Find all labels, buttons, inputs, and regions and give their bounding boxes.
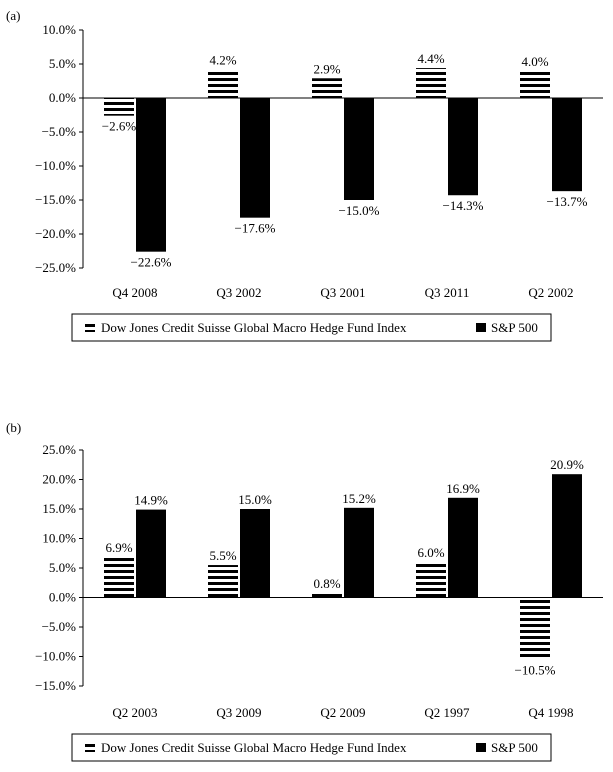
category-label: Q3 2001 xyxy=(320,285,365,300)
data-label: 16.9% xyxy=(446,481,480,496)
y-tick-label: 10.0% xyxy=(42,531,76,546)
bar-series-2 xyxy=(344,507,374,598)
y-tick-label: −15.0% xyxy=(35,678,76,693)
y-tick-label: −15.0% xyxy=(35,192,76,207)
data-label: 4.2% xyxy=(209,52,236,67)
y-tick-label: 15.0% xyxy=(42,501,76,516)
bar-series-1 xyxy=(104,98,134,116)
data-label: −13.7% xyxy=(547,194,588,209)
data-label: −2.6% xyxy=(102,119,137,134)
bar-series-1 xyxy=(104,556,134,598)
data-label: 5.5% xyxy=(209,548,236,563)
y-tick-label: 10.0% xyxy=(42,22,76,37)
y-tick-label: 5.0% xyxy=(49,560,76,575)
bar-series-1 xyxy=(312,78,342,98)
category-label: Q2 2002 xyxy=(528,285,573,300)
category-label: Q2 2009 xyxy=(320,705,365,720)
data-label: 20.9% xyxy=(550,457,584,472)
bar-series-2 xyxy=(136,509,166,598)
y-tick-label: 0.0% xyxy=(49,590,76,605)
y-tick-label: −5.0% xyxy=(42,124,77,139)
data-label: −17.6% xyxy=(235,221,276,236)
panel-a-chart: (a) 10.0% 5.0% 0.0% −5.0% −10.0% −15.0% −20.0% −… xyxy=(6,8,603,342)
bar-series-2 xyxy=(448,98,478,196)
bar-series-1 xyxy=(312,592,342,598)
category-label: Q2 2003 xyxy=(112,705,157,720)
bar-series-2 xyxy=(240,509,270,598)
data-label: 15.2% xyxy=(342,491,376,506)
data-label: −14.3% xyxy=(443,198,484,213)
y-tick-label: 20.0% xyxy=(42,472,76,487)
data-label: 0.8% xyxy=(313,576,340,591)
data-label: −15.0% xyxy=(339,203,380,218)
y-tick-label: 25.0% xyxy=(42,442,76,457)
y-tick-label: −20.0% xyxy=(35,226,76,241)
legend-box xyxy=(71,313,552,342)
y-tick-label: −10.0% xyxy=(35,649,76,664)
panel-label: (b) xyxy=(6,420,21,435)
data-label: −22.6% xyxy=(131,255,172,270)
y-tick-label: −25.0% xyxy=(35,260,76,275)
legend-box xyxy=(71,733,552,762)
legend-label-series-2: S&P 500 xyxy=(491,320,538,335)
legend-swatch-series-2 xyxy=(476,323,486,332)
y-tick-label: 5.0% xyxy=(49,56,76,71)
data-label: 15.0% xyxy=(238,492,272,507)
bar-series-1 xyxy=(520,70,550,98)
data-label: 14.9% xyxy=(134,493,168,508)
bar-series-2 xyxy=(448,497,478,598)
data-label: 2.9% xyxy=(313,61,340,76)
bar-series-2 xyxy=(552,98,582,192)
y-tick-label: −10.0% xyxy=(35,158,76,173)
legend-swatch-series-1 xyxy=(85,743,95,752)
data-label: 6.0% xyxy=(417,545,444,560)
legend-label-series-1: Dow Jones Credit Suisse Global Macro Hed… xyxy=(101,320,407,335)
category-label: Q2 1997 xyxy=(424,705,470,720)
data-label: 4.0% xyxy=(521,54,548,69)
panel-b-chart: (b) 25.0% 20.0% 15.0% 10.0% 5.0% 0.0% −5.0% −10.… xyxy=(6,420,603,762)
bar-series-2 xyxy=(552,474,582,598)
bar-series-1 xyxy=(416,562,446,598)
legend-swatch-series-1 xyxy=(85,323,95,332)
legend-swatch-series-2 xyxy=(476,743,486,752)
bar-series-1 xyxy=(208,565,238,598)
bar-series-2 xyxy=(344,98,374,200)
legend-label-series-1: Dow Jones Credit Suisse Global Macro Hed… xyxy=(101,740,407,755)
legend-label-series-2: S&P 500 xyxy=(491,740,538,755)
y-tick-label: 0.0% xyxy=(49,90,76,105)
bar-series-1 xyxy=(416,68,446,98)
bar-series-2 xyxy=(136,98,166,252)
category-label: Q4 1998 xyxy=(528,705,573,720)
panel-label: (a) xyxy=(6,8,20,23)
category-label: Q3 2011 xyxy=(425,285,470,300)
category-label: Q3 2009 xyxy=(216,705,261,720)
data-label: 4.4% xyxy=(417,51,444,66)
bar-series-1 xyxy=(520,597,550,660)
data-label: −10.5% xyxy=(515,662,556,677)
category-label: Q4 2008 xyxy=(112,285,157,300)
category-label: Q3 2002 xyxy=(216,285,261,300)
y-tick-label: −5.0% xyxy=(42,619,77,634)
bar-series-2 xyxy=(240,98,270,218)
bar-series-1 xyxy=(208,69,238,98)
data-label: 6.9% xyxy=(105,540,132,555)
